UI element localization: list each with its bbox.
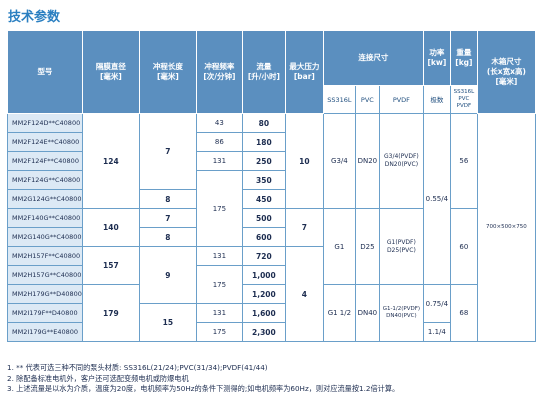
flow-cell: 250 [241, 151, 286, 171]
stroke-length-cell: 8 [138, 227, 197, 247]
conn-ss316l-cell: G1 [322, 208, 356, 285]
stroke-length-cell: 9 [138, 246, 197, 304]
stroke-length-cell: 7 [138, 113, 197, 190]
stroke-frequency-cell: 131 [195, 303, 243, 323]
header-power-poles: 极数 [422, 85, 451, 114]
header-stroke-frequency: 冲程频率 [次/分钟] [195, 30, 243, 114]
stroke-frequency-cell: 86 [195, 132, 243, 152]
stroke-frequency-cell: 131 [195, 246, 243, 266]
header-power: 功率 [kw] [422, 30, 451, 86]
weight-cell: 56 [449, 113, 478, 209]
flow-cell: 1,000 [241, 265, 286, 285]
header-conn-pvc: PVC [354, 85, 380, 114]
flow-cell: 180 [241, 132, 286, 152]
stroke-frequency-cell: 175 [195, 170, 243, 247]
stroke-frequency-cell: 131 [195, 151, 243, 171]
stroke-length-cell: 15 [138, 303, 197, 342]
header-flow: 流量 [升/小时] [241, 30, 286, 114]
model-cell: MM2F124D**C40800 [7, 113, 83, 133]
model-cell: MM2G124G**C40800 [7, 189, 83, 209]
conn-pvdf-cell: G1-1/2(PVDF) DN40(PVC) [378, 284, 424, 342]
flow-cell: 450 [241, 189, 286, 209]
flow-cell: 1,600 [241, 303, 286, 323]
header-connection: 连接尺寸 [322, 30, 424, 86]
box-size-cell: 700×500×750 [476, 113, 536, 342]
power-cell: 0.75/4 [422, 284, 451, 323]
footnote: 3. 上述流量是以水为介质，温度为20度，电机频率为50Hz的条件下测得的;如电… [7, 384, 400, 393]
power-cell: 0.55/4 [422, 113, 451, 285]
weight-cell: 68 [449, 284, 478, 342]
model-cell: MM2H179G**D40800 [7, 284, 83, 304]
model-cell: MM2F124E**C40800 [7, 132, 83, 152]
diameter-cell: 140 [81, 208, 140, 247]
header-box-size: 木箱尺寸 (长x宽x高) [毫米] [476, 30, 536, 114]
model-cell: MM2H157F**C40800 [7, 246, 83, 266]
conn-ss316l-cell: G3/4 [322, 113, 356, 209]
header-weight-materials: SS316L PVC PVDF [449, 85, 478, 114]
header-conn-pvdf: PVDF [378, 85, 424, 114]
flow-cell: 1,200 [241, 284, 286, 304]
stroke-length-cell: 8 [138, 189, 197, 209]
diameter-cell: 157 [81, 246, 140, 285]
flow-cell: 500 [241, 208, 286, 228]
header-model: 型号 [7, 30, 83, 114]
power-cell: 1.1/4 [422, 322, 451, 342]
model-cell: MM2I179G**E40800 [7, 322, 83, 342]
flow-cell: 80 [241, 113, 286, 133]
diameter-cell: 124 [81, 113, 140, 209]
pressure-cell: 10 [284, 113, 324, 209]
stroke-length-cell: 7 [138, 208, 197, 228]
model-cell: MM2H157G**C40800 [7, 265, 83, 285]
header-conn-ss316l: SS316L [322, 85, 356, 114]
footnote: 2. 除配备标准电机外，客户还可选配变频电机或防爆电机 [7, 373, 189, 383]
diameter-cell: 179 [81, 284, 140, 342]
header-diameter: 隔膜直径 [毫米] [81, 30, 140, 114]
spec-table: 型号 隔膜直径 [毫米] 冲程长度 [毫米] 冲程频率 [次/分钟] 流量 [升… [7, 30, 536, 342]
stroke-frequency-cell: 175 [195, 322, 243, 342]
header-stroke-length: 冲程长度 [毫米] [138, 30, 197, 114]
flow-cell: 350 [241, 170, 286, 190]
stroke-frequency-cell: 43 [195, 113, 243, 133]
model-cell: MM2F124F**C40800 [7, 151, 83, 171]
pressure-cell: 4 [284, 246, 324, 342]
conn-pvdf-cell: G3/4(PVDF) DN20(PVC) [378, 113, 424, 209]
conn-ss316l-cell: G1 1/2 [322, 284, 356, 342]
weight-cell: 60 [449, 208, 478, 285]
model-cell: MM2F124G**C40800 [7, 170, 83, 190]
flow-cell: 600 [241, 227, 286, 247]
header-pressure: 最大压力 [bar] [284, 30, 324, 114]
footnotes: 1. ** 代表可选三种不同的泵头材质: SS316L(21/24);PVC(3… [7, 363, 532, 395]
stroke-frequency-cell: 175 [195, 265, 243, 304]
model-cell: MM2F140G**C40800 [7, 208, 83, 228]
model-cell: MM2G140G**C40800 [7, 227, 83, 247]
pressure-cell: 7 [284, 208, 324, 247]
flow-cell: 2,300 [241, 322, 286, 342]
page-title: 技术参数 [8, 10, 61, 25]
flow-cell: 720 [241, 246, 286, 266]
conn-pvc-cell: D25 [354, 208, 380, 285]
footnote: 1. ** 代表可选三种不同的泵头材质: SS316L(21/24);PVC(3… [7, 363, 268, 372]
conn-pvdf-cell: G1(PVDF) D25(PVC) [378, 208, 424, 285]
conn-pvc-cell: DN40 [354, 284, 380, 342]
header-weight: 重量 [kg] [449, 30, 478, 86]
conn-pvc-cell: DN20 [354, 113, 380, 209]
model-cell: MM2I179F**D40800 [7, 303, 83, 323]
